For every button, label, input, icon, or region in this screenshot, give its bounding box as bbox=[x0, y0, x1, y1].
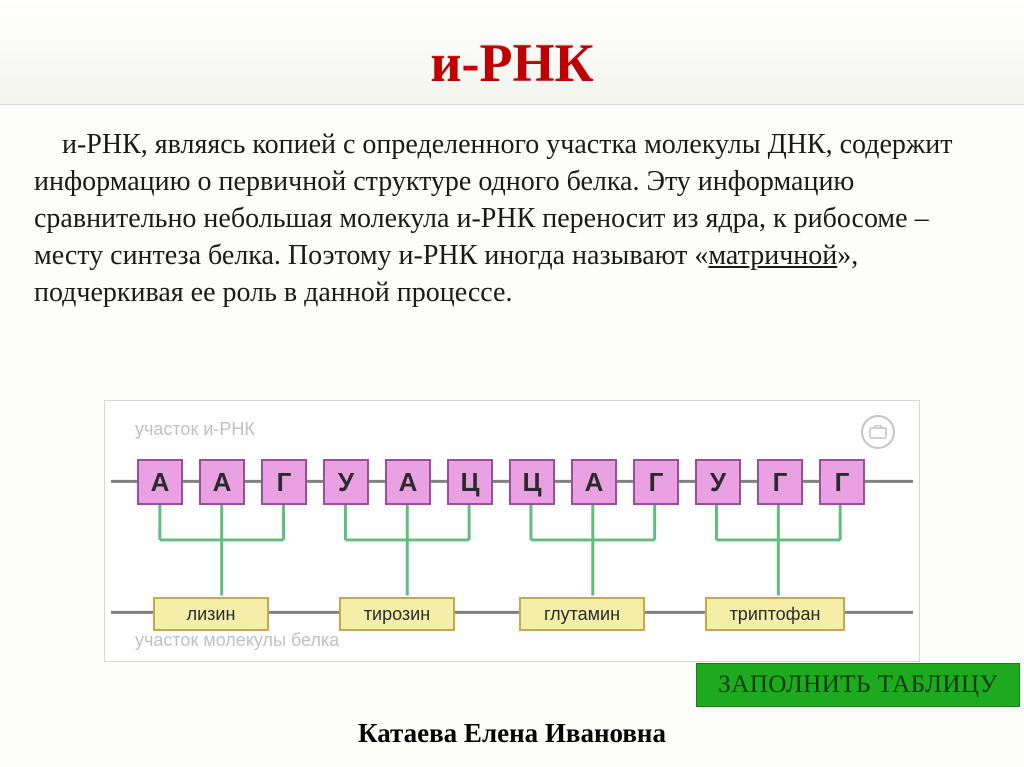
aminoacid-box: лизин bbox=[153, 597, 269, 631]
nucleotide-box: Г bbox=[633, 459, 679, 505]
rna-diagram: участок и-РНК участок молекулы белка ААГ… bbox=[104, 400, 920, 662]
nucleotide-box: А bbox=[385, 459, 431, 505]
nucleotide-box: У bbox=[695, 459, 741, 505]
aminoacid-box: глутамин bbox=[519, 597, 645, 631]
page-title: и-РНК bbox=[430, 32, 593, 94]
nucleotide-box: Ц bbox=[447, 459, 493, 505]
nucleotide-box: Г bbox=[261, 459, 307, 505]
nucleotide-box: Г bbox=[819, 459, 865, 505]
title-bar: и-РНК bbox=[0, 0, 1024, 105]
body-paragraph: и-РНК, являясь копией с определенного уч… bbox=[0, 105, 1024, 312]
diagram-label-bottom: участок молекулы белка bbox=[135, 630, 339, 651]
nucleotide-box: Ц bbox=[509, 459, 555, 505]
nucleotide-box: А bbox=[199, 459, 245, 505]
aminoacid-box: тирозин bbox=[339, 597, 455, 631]
aminoacid-box: триптофан bbox=[705, 597, 845, 631]
fill-table-button[interactable]: ЗАПОЛНИТЬ ТАБЛИЦУ bbox=[696, 663, 1020, 707]
nucleotide-box: Г bbox=[757, 459, 803, 505]
nucleotide-box: А bbox=[571, 459, 617, 505]
nucleotide-box: А bbox=[137, 459, 183, 505]
para-underlined: матричной bbox=[708, 240, 837, 271]
author-name: Катаева Елена Ивановна bbox=[0, 718, 1024, 749]
nucleotide-box: У bbox=[323, 459, 369, 505]
